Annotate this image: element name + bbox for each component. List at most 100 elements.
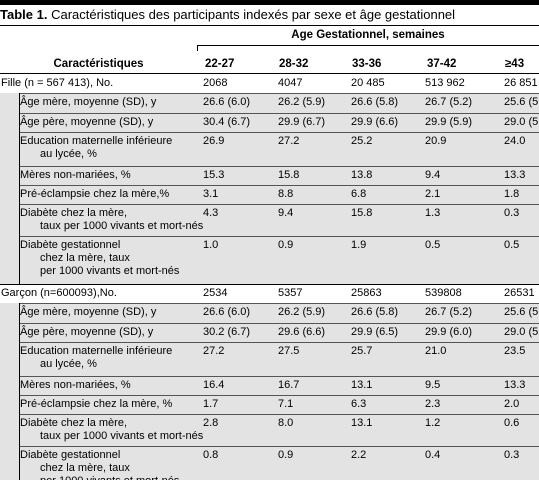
fille-section-label: Fille (n = 567 413), No. (1, 77, 114, 89)
garcon-row-label: Diabète gestationnel (20, 449, 121, 461)
garcon-row-shade (0, 395, 539, 414)
fille-row-divider (19, 113, 539, 114)
fille-row-label: Diabète gestationnel (20, 239, 121, 251)
garcon-row-value: 30.2 (6.7) (203, 326, 251, 338)
fille-count-3: 513 962 (425, 77, 465, 89)
garcon-row-value: 29.6 (6.6) (278, 326, 326, 338)
top-rule (0, 0, 539, 5)
fille-count-1: 4047 (278, 77, 303, 89)
fille-row-value: 1.8 (504, 188, 520, 200)
garcon-row-value: 25.7 (351, 345, 373, 357)
garcon-row-label: per 1000 vivants et mort-nés (40, 475, 179, 480)
group-tick (197, 45, 198, 51)
fille-row-value: 30.4 (6.7) (203, 116, 251, 128)
garcon-row-value: 21.0 (425, 345, 447, 357)
fille-row-value: 27.2 (278, 135, 300, 147)
fille-row-value: 29.9 (6.7) (278, 116, 326, 128)
garcon-row-label: Âge père, moyenne (SD), y (20, 326, 154, 338)
fille-count-2: 20 485 (351, 77, 385, 89)
fille-row-divider (19, 166, 539, 167)
characteristics-header: Caractéristiques (53, 58, 144, 70)
fille-row-value: 15.3 (203, 169, 225, 181)
fille-row-value: 1.9 (351, 239, 367, 251)
garcon-row-value: 29.0 (5.8) (504, 326, 539, 338)
garcon-row-value: 6.3 (351, 398, 367, 410)
garcon-row-label: taux per 1000 vivants et mort-nés (40, 430, 204, 442)
garcon-count-2: 25863 (351, 287, 382, 299)
fille-row-label: chez la mère, taux (40, 252, 130, 264)
garcon-row-divider (19, 414, 539, 415)
garcon-row-value: 16.7 (278, 379, 300, 391)
garcon-row-value: 7.1 (278, 398, 294, 410)
fille-row-shade (0, 93, 539, 113)
fille-row-shade (0, 113, 539, 132)
garcon-row-value: 26.2 (5.9) (278, 306, 326, 318)
fille-row-shade (0, 236, 539, 284)
fille-row-shade (0, 166, 539, 185)
garcon-row-value: 25.6 (5.0) (504, 306, 539, 318)
fille-row-label: Education maternelle inférieure (20, 135, 173, 147)
fille-row-value: 29.9 (6.6) (351, 116, 399, 128)
fille-row-value: 9.4 (425, 169, 441, 181)
fille-row-value: 1.0 (203, 239, 219, 251)
fille-row-label: taux per 1000 vivants et mort-nés (40, 220, 204, 232)
fille-row-value: 26.6 (5.8) (351, 96, 399, 108)
garcon-row-value: 27.5 (278, 345, 300, 357)
fille-count-4: 26 851 (504, 77, 538, 89)
fille-count-0: 2068 (203, 77, 228, 89)
fille-row-value: 0.9 (278, 239, 294, 251)
fille-row-value: 26.7 (5.2) (425, 96, 473, 108)
section-rule (0, 284, 539, 285)
garcon-row-shade (0, 342, 539, 376)
garcon-row-value: 0.8 (203, 449, 219, 461)
garcon-row-value: 26.7 (5.2) (425, 306, 473, 318)
garcon-row-value: 2.2 (351, 449, 367, 461)
fille-row-value: 1.3 (425, 207, 441, 219)
fille-row-value: 29.9 (5.9) (425, 116, 473, 128)
garcon-row-shade (0, 446, 539, 480)
fille-row-value: 0.3 (504, 207, 520, 219)
garcon-row-value: 1.2 (425, 417, 441, 429)
garcon-row-value: 0.6 (504, 417, 520, 429)
garcon-row-label: Education maternelle inférieure (20, 345, 173, 357)
table-number: Table 1. (0, 7, 48, 22)
garcon-row-value: 9.5 (425, 379, 441, 391)
garcon-row-value: 13.1 (351, 417, 373, 429)
header-rule (0, 73, 539, 74)
garcon-row-value: 13.1 (351, 379, 373, 391)
fille-row-value: 24.0 (504, 135, 526, 147)
garcon-row-divider (19, 303, 539, 304)
fille-row-shade (0, 185, 539, 204)
garcon-row-value: 0.9 (278, 449, 294, 461)
fille-row-label: Pré-éclampsie chez la mère,% (20, 188, 170, 200)
fille-row-value: 25.6 (5.0) (504, 96, 539, 108)
fille-row-value: 15.8 (278, 169, 300, 181)
fille-row-value: 29.0 (5.8) (504, 116, 539, 128)
fille-row-value: 13.3 (504, 169, 526, 181)
fille-row-value: 3.1 (203, 188, 219, 200)
table-caption: Caractéristiques des participants indexé… (51, 7, 456, 22)
garcon-row-label: au lycée, % (40, 358, 97, 370)
fille-row-value: 0.5 (504, 239, 520, 251)
col-header-28-32: 28-32 (279, 58, 309, 70)
garcon-row-shade (0, 303, 539, 323)
garcon-row-value: 13.3 (504, 379, 526, 391)
fille-row-value: 9.4 (278, 207, 294, 219)
group-rule (197, 45, 539, 46)
fille-row-shade (0, 204, 539, 236)
garcon-row-value: 1.7 (203, 398, 219, 410)
fille-row-value: 26.9 (203, 135, 225, 147)
fille-row-divider (19, 185, 539, 186)
fille-row-value: 20.9 (425, 135, 447, 147)
fille-row-divider (19, 93, 539, 94)
col-header-43: ≥43 (505, 58, 525, 70)
garcon-count-1: 5357 (278, 287, 303, 299)
garcon-row-shade (0, 414, 539, 446)
fille-row-value: 13.8 (351, 169, 373, 181)
garcon-row-divider (19, 342, 539, 343)
col-header-22-27: 22-27 (205, 58, 235, 70)
garcon-row-divider (19, 395, 539, 396)
garcon-row-label: chez la mère, taux (40, 462, 130, 474)
fille-row-value: 6.8 (351, 188, 367, 200)
